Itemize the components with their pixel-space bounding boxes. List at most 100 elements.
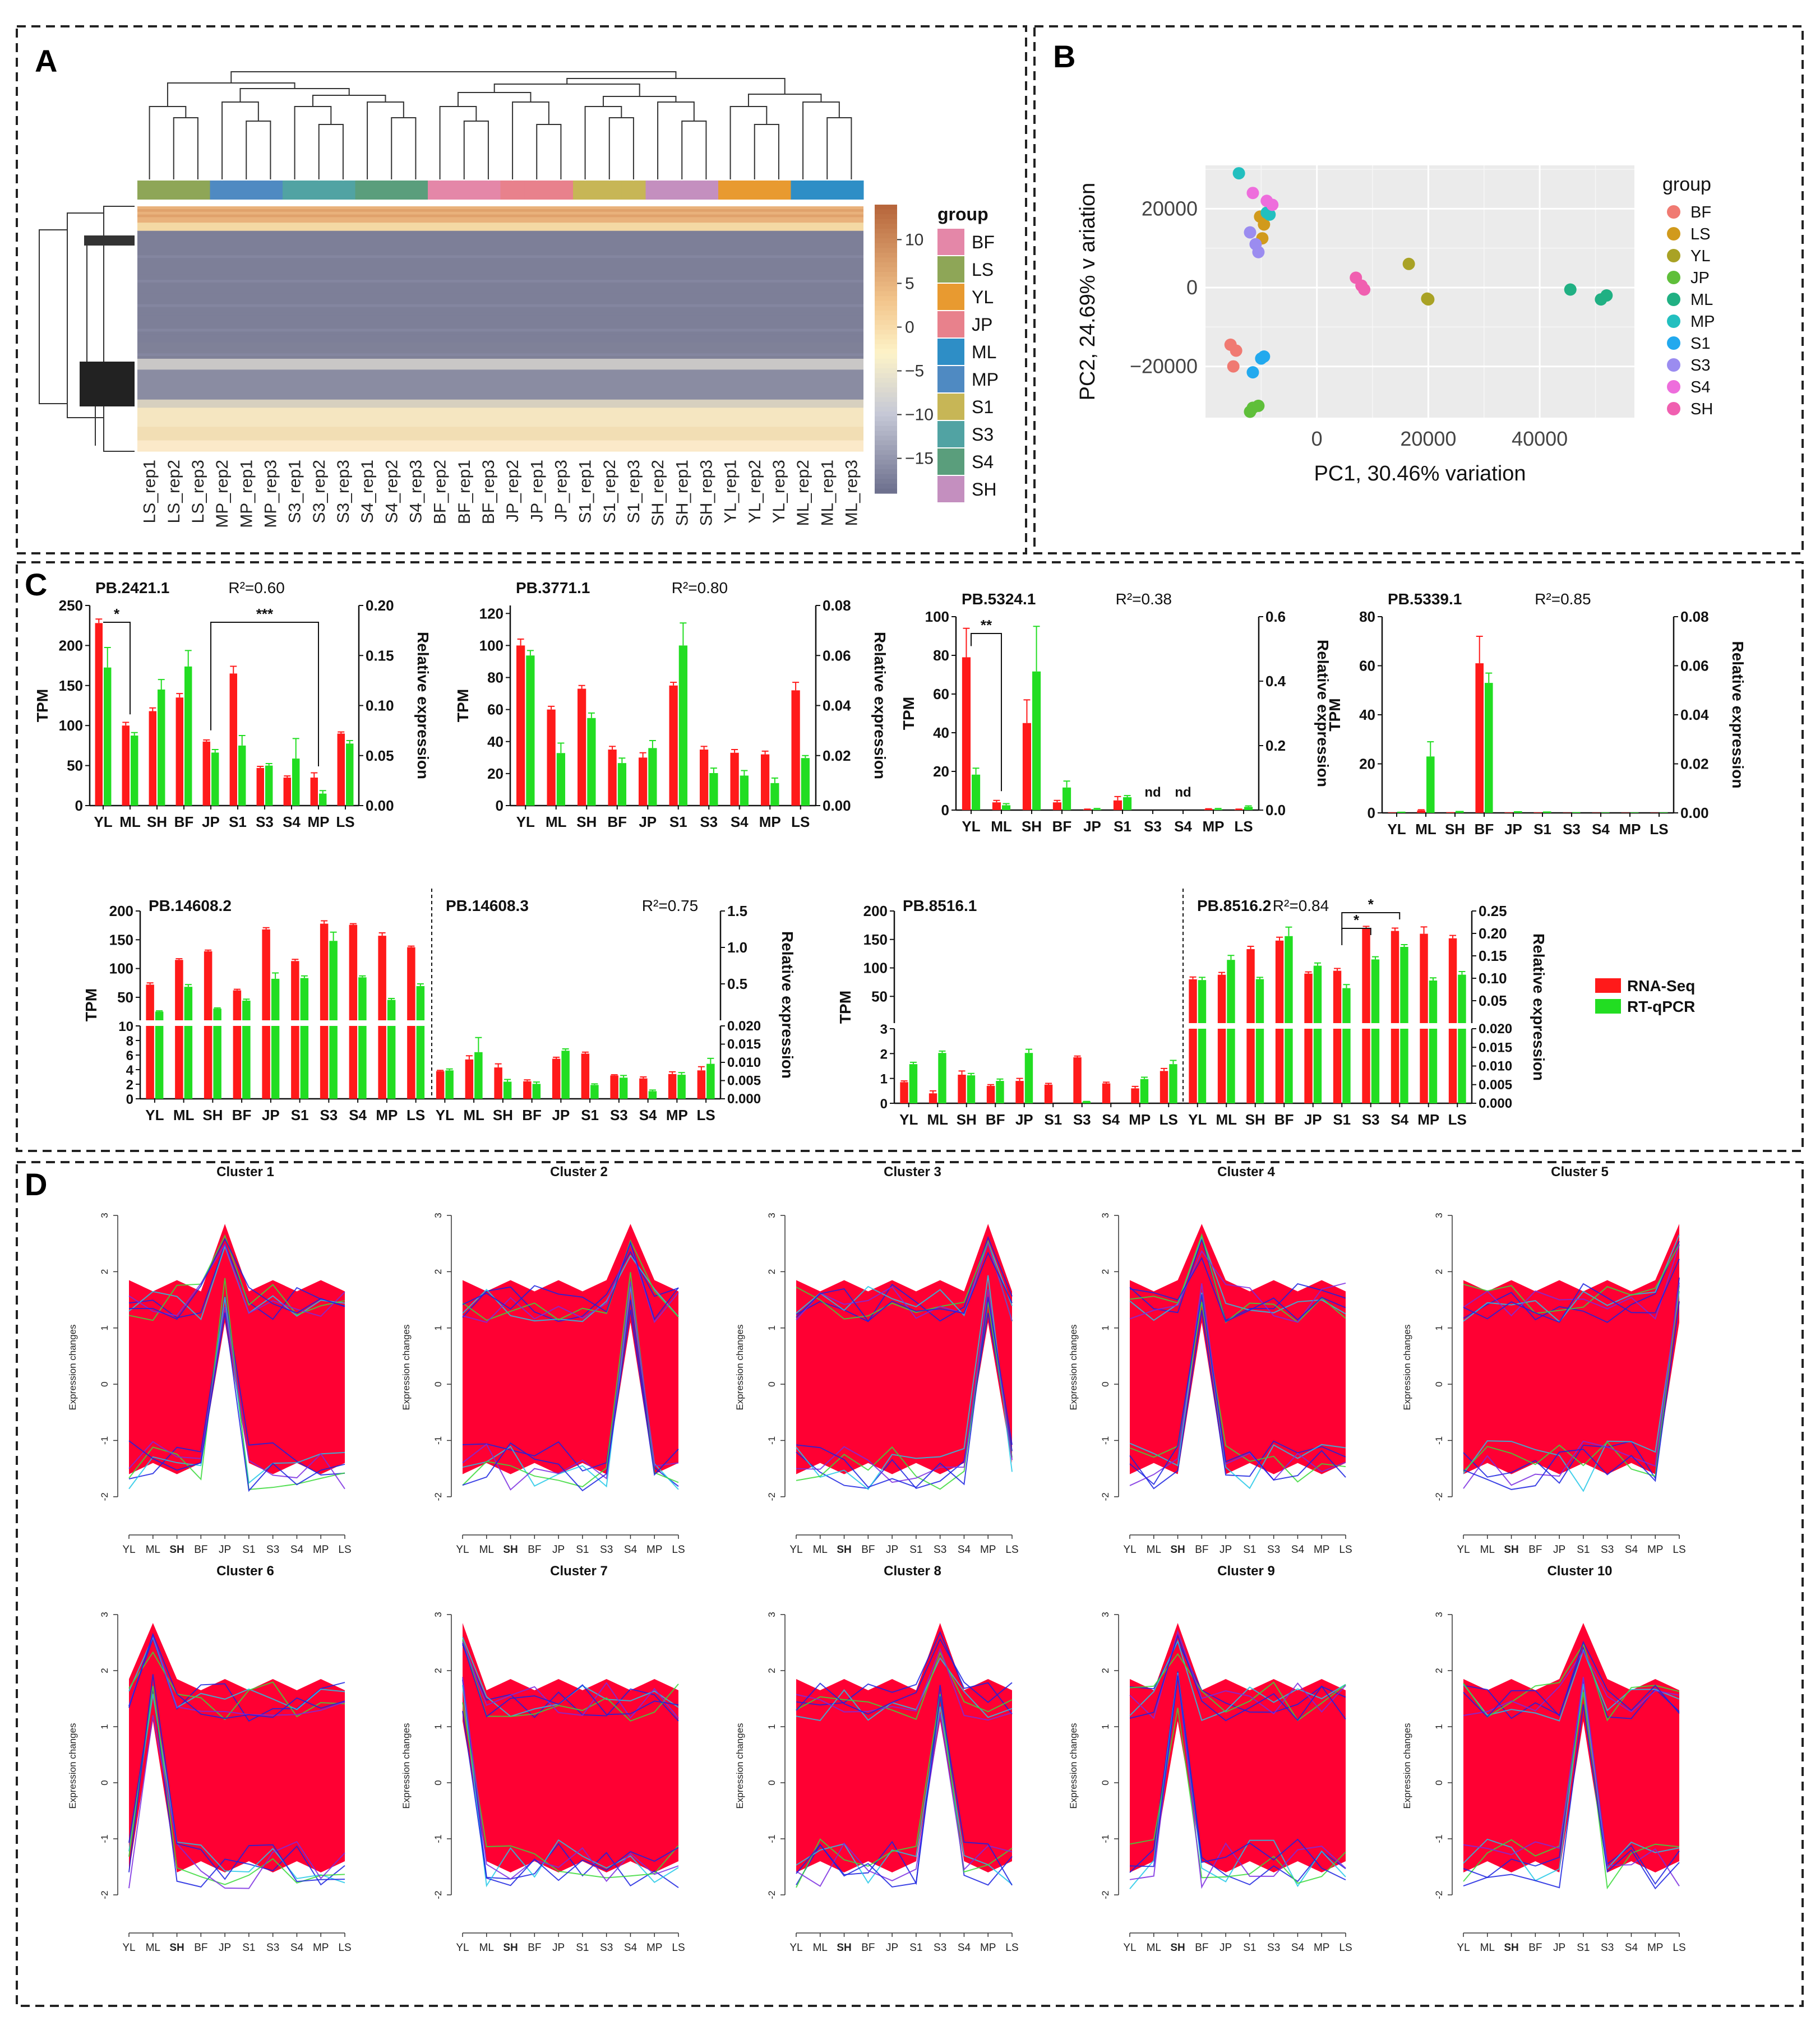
not-detected-label: nd	[1175, 785, 1191, 800]
colorbar-step	[875, 378, 897, 383]
cluster-x-tick-label: ML	[1147, 1942, 1161, 1954]
cluster-y-tick-label: 0	[1434, 1381, 1444, 1386]
pca-y-axis-title: PC2, 24.69% v ariation	[1076, 183, 1100, 401]
cluster-y-tick-label: 0	[766, 1381, 777, 1386]
error-bar-rna	[257, 766, 264, 768]
bar-rt-qpcr	[996, 1081, 1004, 1103]
bar-rna-seq	[1475, 663, 1484, 813]
bar-rna-seq	[310, 778, 318, 806]
heatmap-row	[137, 220, 863, 223]
cluster-y-tick-label: 1	[433, 1325, 444, 1330]
bar-rt-qpcr-lower	[1429, 1029, 1438, 1103]
cluster-x-tick-label: BF	[1528, 1544, 1542, 1556]
bar-rna-seq-lower	[1304, 1029, 1313, 1103]
cluster-x-tick-label: JP	[552, 1544, 565, 1556]
heatmap-legend-label: BF	[972, 232, 995, 252]
bar-y2-tick-label: 0.05	[366, 747, 394, 764]
heatmap-row	[137, 331, 863, 335]
bar-y-tick-label: 0	[880, 1097, 888, 1112]
bar-y2-tick-label: 0.6	[1265, 608, 1286, 625]
cluster-x-tick-label: LS	[1005, 1544, 1018, 1556]
bar-rt-qpcr	[474, 1052, 483, 1099]
pca-legend-label: JP	[1690, 269, 1710, 287]
column-label: S3_rep1	[286, 460, 304, 523]
bar-rt-qpcr	[1426, 756, 1435, 813]
heatmap-row	[137, 282, 863, 286]
bar-y-tick-label: 100	[925, 608, 949, 625]
heatmap-panel: LS_rep1 LS_rep2 LS_rep3 MP_rep2 MP_rep1 MP_re…	[39, 71, 999, 528]
error-bar-qpcr	[359, 975, 366, 978]
bar-x-tick-label: YL	[436, 1107, 454, 1123]
dendrogram-branch	[391, 117, 417, 179]
bar-rt-qpcr	[648, 1091, 657, 1099]
cluster-x-tick-label: S1	[1243, 1544, 1256, 1556]
colorbar-step	[875, 262, 897, 268]
heatmap-legend-label: YL	[972, 287, 994, 307]
cluster-x-tick-label: BF	[528, 1544, 541, 1556]
bar-y-tick-label: 100	[863, 960, 888, 977]
bar-rna-seq	[1333, 970, 1342, 1023]
pca-point	[1600, 289, 1613, 302]
bar-x-tick-label: LS	[1234, 818, 1253, 835]
bar-y-tick-label: 0	[1368, 804, 1375, 821]
cluster-y-tick-label: 3	[1100, 1213, 1111, 1218]
bar-y-tick-label: 100	[59, 717, 83, 734]
not-detected-label: nd	[1144, 785, 1161, 800]
error-bar-rna	[465, 1055, 473, 1060]
cluster-y-tick-label: 1	[1434, 1325, 1444, 1330]
colorbar-step	[875, 397, 897, 403]
dendrogram-branch	[312, 95, 386, 107]
group-color-cell	[548, 181, 574, 200]
significance-label: *	[1354, 912, 1360, 928]
bar-rna-seq-lower	[1362, 1029, 1370, 1103]
cluster-x-tick-label: YL	[122, 1544, 135, 1556]
error-bar-rna	[122, 722, 130, 726]
bar-x-tick-label: YL	[516, 813, 535, 830]
bar-chart-r2: R²=0.75	[642, 897, 698, 914]
cluster-y-tick-label: -1	[766, 1834, 777, 1843]
heatmap-legend-label: SH	[972, 479, 996, 500]
cluster-x-tick-label: BF	[1195, 1942, 1208, 1954]
cluster-gene-line	[462, 1281, 679, 1491]
heatmap-row	[137, 429, 863, 433]
bar-rna-seq	[1073, 1057, 1082, 1103]
bar-chart-title-2: PB.14608.3	[446, 897, 529, 914]
bar-rt-qpcr	[648, 748, 657, 806]
colorbar-step	[875, 401, 897, 408]
bar-y2-tick-label: 0.00	[366, 797, 394, 814]
cluster-gene-line	[1129, 1250, 1346, 1323]
dendrogram-branch	[802, 101, 840, 179]
dendrogram-branch	[230, 71, 677, 83]
bar-x-tick-label: MP	[759, 813, 781, 830]
pca-point	[1246, 366, 1259, 379]
cluster-gene-line	[796, 1638, 1013, 1715]
error-bar-rna	[1205, 808, 1212, 810]
colorbar-step	[875, 436, 897, 441]
bar-x-tick-label: S1	[1114, 818, 1131, 835]
pca-legend-dot	[1667, 336, 1680, 350]
heatmap-row	[137, 225, 863, 229]
bar-rt-qpcr	[972, 774, 981, 810]
cluster-gene-line	[128, 1237, 345, 1320]
bar-rna-seq	[436, 1071, 445, 1099]
cluster-x-tick-label: SH	[1504, 1544, 1518, 1556]
error-bar-qpcr	[1485, 672, 1493, 683]
bar-rt-qpcr	[1371, 959, 1380, 1023]
error-bar-rna	[230, 665, 237, 674]
cluster-gene-line	[128, 1674, 345, 1883]
cluster-x-tick-label: MP	[1314, 1544, 1330, 1556]
bar-rna-seq	[149, 711, 156, 806]
error-bar-rna	[731, 749, 738, 753]
cluster-x-tick-label: S3	[1601, 1544, 1614, 1556]
error-bar-qpcr	[588, 712, 595, 718]
cluster-gene-line	[462, 1685, 679, 1888]
bar-rt-qpcr	[1456, 811, 1464, 813]
bar-rt-qpcr-lower	[1313, 1029, 1322, 1103]
heatmap-row	[137, 230, 863, 234]
error-bar-qpcr	[475, 1037, 482, 1052]
group-color-cell	[258, 181, 283, 200]
bar-rt-qpcr	[242, 1000, 251, 1020]
bar-y-tick-label: 200	[863, 903, 888, 919]
bar-rna-seq	[378, 936, 386, 1020]
heatmap-row	[137, 380, 863, 384]
